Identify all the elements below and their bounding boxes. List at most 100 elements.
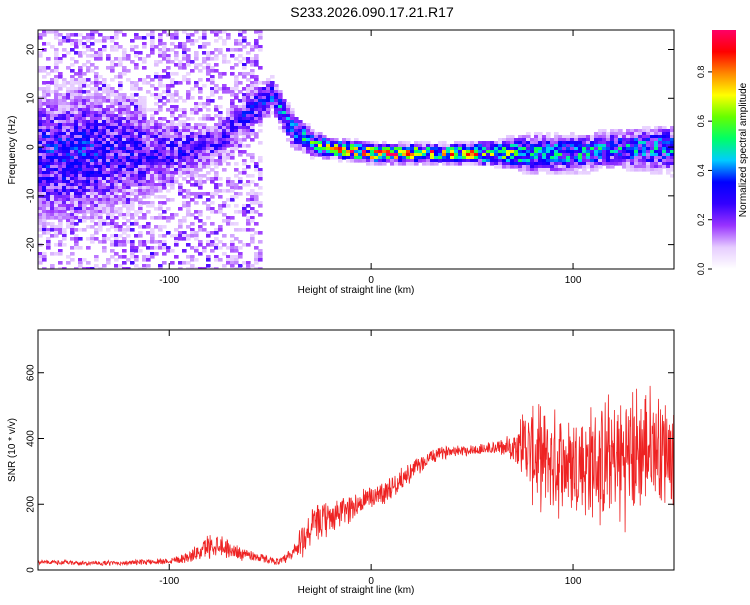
- spectrogram-cell: [50, 126, 55, 130]
- spectrogram-cell: [226, 135, 231, 139]
- spectrogram-cell: [54, 105, 59, 109]
- spectrogram-cell: [610, 132, 615, 136]
- spectrogram-cell: [162, 144, 167, 148]
- spectrogram-cell: [102, 99, 107, 103]
- spectrogram-cell: [302, 129, 307, 133]
- spectrogram-cell: [138, 165, 143, 169]
- spectrogram-cell: [474, 153, 479, 157]
- spectrogram-cell: [578, 135, 583, 139]
- spectrogram-cell: [582, 159, 587, 163]
- spectrogram-cell: [214, 258, 219, 262]
- spectrogram-cell: [66, 123, 71, 127]
- spectrogram-cell: [474, 150, 479, 154]
- spectrogram-cell: [254, 90, 259, 94]
- spectrogram-cell: [154, 186, 159, 190]
- spectrogram-cell: [310, 150, 315, 154]
- spectrogram-cell: [534, 165, 539, 169]
- spectrogram-cell: [166, 177, 171, 181]
- spectrogram-cell: [182, 54, 187, 58]
- spectrogram-cell: [246, 102, 251, 106]
- spectrogram-cell: [50, 210, 55, 214]
- spectrogram-cell: [126, 168, 131, 172]
- spectrogram-cell: [138, 51, 143, 55]
- spectrogram-cell: [502, 162, 507, 166]
- spectrogram-cell: [210, 162, 215, 166]
- spectrogram-cell: [234, 114, 239, 118]
- spectrogram-cell: [66, 216, 71, 220]
- spectrogram-cell: [230, 48, 235, 52]
- spectrogram-cell: [658, 129, 663, 133]
- spectrogram-cell: [486, 150, 491, 154]
- spectrogram-cell: [186, 123, 191, 127]
- spectrogram-cell: [178, 135, 183, 139]
- spectrogram-cell: [82, 111, 87, 115]
- spectrogram-cell: [150, 165, 155, 169]
- spectrogram-cell: [86, 138, 91, 142]
- spectrogram-cell: [190, 168, 195, 172]
- spectrogram-cell: [46, 162, 51, 166]
- spectrogram-cell: [650, 132, 655, 136]
- spectrogram-cell: [150, 186, 155, 190]
- spectrogram-cell: [102, 45, 107, 49]
- spectrogram-cell: [618, 153, 623, 157]
- spectrogram-cell: [166, 216, 171, 220]
- spectrogram-cell: [246, 180, 251, 184]
- spectrogram-cell: [114, 48, 119, 52]
- spectrogram-cell: [178, 129, 183, 133]
- spectrogram-cell: [350, 153, 355, 157]
- spectrogram-cell: [46, 213, 51, 217]
- spectrogram-cell: [658, 147, 663, 151]
- spectrogram-cell: [242, 162, 247, 166]
- spectrogram-cell: [166, 231, 171, 235]
- spectrogram-cell: [366, 162, 371, 166]
- spectrogram-cell: [226, 108, 231, 112]
- spectrogram-cell: [354, 141, 359, 145]
- spectrogram-cell: [258, 30, 263, 34]
- spectrogram-cell: [550, 147, 555, 151]
- spectrogram-cell: [74, 117, 79, 121]
- spectrogram-cell: [342, 138, 347, 142]
- spectrogram-cell: [266, 84, 271, 88]
- spectrogram-cell: [50, 111, 55, 115]
- spectrogram-cell: [406, 159, 411, 163]
- spectrogram-cell: [394, 153, 399, 157]
- spectrogram-cell: [210, 231, 215, 235]
- spectrogram-cell: [258, 87, 263, 91]
- spectrogram-cell: [214, 114, 219, 118]
- spectrogram-cell: [250, 102, 255, 106]
- spectrogram-cell: [402, 141, 407, 145]
- spectrogram-cell: [366, 153, 371, 157]
- spectrogram-cell: [526, 141, 531, 145]
- spectrogram-cell: [162, 216, 167, 220]
- spectrogram-cell: [110, 201, 115, 205]
- spectrogram-cell: [38, 255, 43, 259]
- spectrogram-cell: [322, 156, 327, 160]
- spectrogram-cell: [130, 174, 135, 178]
- spectrogram-cell: [78, 90, 83, 94]
- spectrogram-cell: [174, 117, 179, 121]
- spectrogram-cell: [190, 258, 195, 262]
- spectrogram-cell: [634, 147, 639, 151]
- spectrogram-cell: [542, 141, 547, 145]
- spectrogram-cell: [54, 243, 59, 247]
- spectrogram-cell: [238, 150, 243, 154]
- spectrogram-cell: [134, 120, 139, 124]
- spectrogram-cell: [222, 84, 227, 88]
- spectrogram-cell: [170, 72, 175, 76]
- spectrogram-cell: [78, 54, 83, 58]
- spectrogram-cell: [182, 108, 187, 112]
- spectrogram-cell: [158, 213, 163, 217]
- spectrogram-cell: [82, 141, 87, 145]
- spectrogram-cell: [122, 180, 127, 184]
- spectrogram-cell: [74, 168, 79, 172]
- spectrogram-cell: [218, 246, 223, 250]
- spectrogram-cell: [314, 147, 319, 151]
- spectrogram-cell: [606, 150, 611, 154]
- spectrogram-cell: [150, 132, 155, 136]
- spectrogram-y-tick-label: -20: [26, 237, 37, 252]
- spectrogram-cell: [258, 45, 263, 49]
- spectrogram-cell: [158, 42, 163, 46]
- spectrogram-cell: [182, 66, 187, 70]
- spectrogram-cell: [318, 138, 323, 142]
- spectrogram-cell: [230, 54, 235, 58]
